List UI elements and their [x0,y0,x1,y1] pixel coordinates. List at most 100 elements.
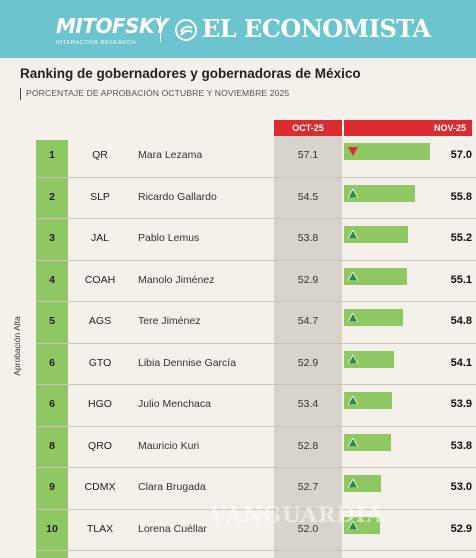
row-divider [36,218,476,219]
state-abbreviation: COAH [84,273,116,286]
governor-name: Tere Jiménez [138,315,201,327]
governor-name: Libia Dennise García [138,356,237,369]
table-row: 3 JAL Pablo Lemus 53.8 55.2 [0,219,476,261]
table-row: 10 TLAX Lorena Cuéllar 52.0 52.9 [0,510,476,551]
chart-title: Ranking de gobernadores y gobernadoras d… [20,66,361,81]
oct-value: 53.8 [297,232,319,244]
nov-bar [344,267,407,285]
state-abbreviation: QR [92,149,108,161]
nov-value: 53.8 [450,439,472,452]
chart-subtitle: PORCENTAJE DE APROBACIÓN OCTUBRE Y NOVIE… [26,88,290,98]
state-abbreviation: GTO [88,356,112,369]
rank-number: 9 [49,481,55,493]
trend-down-icon [348,147,358,156]
mitofsky-logo: MITOFSKY [56,14,169,38]
trend-up-icon [348,230,358,239]
oct-value: 54.5 [297,190,319,203]
trend-up-icon [348,313,358,322]
rank-number: 2 [49,190,55,203]
rank-number: 6 [49,356,55,369]
governor-name: Manolo Jiménez [138,273,215,286]
oct-column-background [274,136,342,558]
vanguardia-watermark: VANGUARDIA [210,502,384,527]
governor-name: Pablo Lemus [138,232,200,244]
nov-bar [344,516,380,534]
oct-value: 52.7 [297,481,319,493]
oct-value: 54.7 [297,315,319,327]
table-row: 9 CDMX Clara Brugada 52.7 53.0 [0,468,476,510]
header-banner: MITOFSKY INTERACTIVA RESEARCH EL ECONOMI… [0,0,476,58]
nov-bar [344,475,381,492]
trend-up-icon [348,354,358,364]
governor-name: Ricardo Gallardo [138,190,217,203]
state-abbreviation: TLAX [86,522,114,535]
nov-value: 54.8 [450,315,472,327]
rank-column-background [36,140,68,558]
oct-value: 52.8 [297,439,319,452]
nov-bar [344,433,391,451]
column-header-oct: OCT-25 [274,120,342,136]
row-divider [36,342,476,344]
row-divider [36,384,476,385]
oct-value: 52.0 [297,522,319,535]
nov-value: 55.2 [450,232,472,244]
governor-name: Julio Menchaca [138,398,211,410]
oct-value: 52.9 [297,273,319,286]
row-divider [36,259,476,261]
table-row: 6 GTO Libia Dennise García 52.9 54.1 [0,344,476,385]
nov-value: 54.1 [450,356,472,369]
trend-up-icon [348,437,358,447]
table-row: 5 AGS Tere Jiménez 54.7 54.8 [0,302,476,344]
rank-number: 4 [49,273,55,286]
trend-up-icon [348,520,358,530]
state-abbreviation: AGS [88,315,112,327]
trend-up-icon [348,396,358,405]
nov-value: 53.0 [450,481,472,493]
oct-value: 57.1 [297,149,319,161]
nov-bar [344,226,408,243]
nov-value: 55.8 [450,190,472,203]
rank-number: 10 [46,522,58,535]
row-divider [36,176,476,178]
trend-up-icon [348,188,358,198]
state-abbreviation: SLP [90,190,110,203]
oct-value: 53.4 [297,398,319,410]
subtitle-divider [20,88,21,100]
nov-bar [344,309,403,326]
rank-number: 1 [49,149,55,161]
nov-value: 53.9 [450,398,472,410]
row-divider [36,508,476,510]
table-row: 4 COAH Manolo Jiménez 52.9 55.1 [0,261,476,302]
state-abbreviation: HGO [88,398,112,410]
oct-value: 52.9 [297,356,319,369]
rank-number: 3 [49,232,55,244]
nov-value: 52.9 [450,522,472,535]
nov-value: 55.1 [450,273,472,286]
el-economista-icon [175,19,197,41]
nov-bar [344,184,416,202]
el-economista-logo: EL ECONOMISTA [202,14,431,43]
nov-bar [344,350,395,368]
governor-name: Clara Brugada [138,481,206,493]
row-divider [36,301,476,302]
rank-number: 6 [49,398,55,410]
table-row: 2 SLP Ricardo Gallardo 54.5 55.8 [0,178,476,219]
nov-value: 57.0 [450,149,472,161]
trend-up-icon [348,479,358,488]
state-abbreviation: JAL [90,232,110,244]
row-divider [36,425,476,427]
rank-number: 8 [49,439,55,452]
table-row: 6 HGO Julio Menchaca 53.4 53.9 [0,385,476,427]
column-header-nov: NOV-25 [344,120,472,136]
trend-up-icon [348,271,358,281]
nov-bar [344,143,430,160]
rank-number: 5 [49,315,55,327]
table-row: 1 QR Mara Lezama 57.1 57.0 [0,136,476,178]
governor-name: Mara Lezama [138,149,203,161]
governor-name: Mauricio Kuri [138,439,200,452]
header-divider [160,16,161,42]
table-row: 8 QRO Mauricio Kuri 52.8 53.8 [0,427,476,468]
row-divider [36,550,476,551]
nov-bar [344,392,392,409]
state-abbreviation: QRO [88,439,112,452]
